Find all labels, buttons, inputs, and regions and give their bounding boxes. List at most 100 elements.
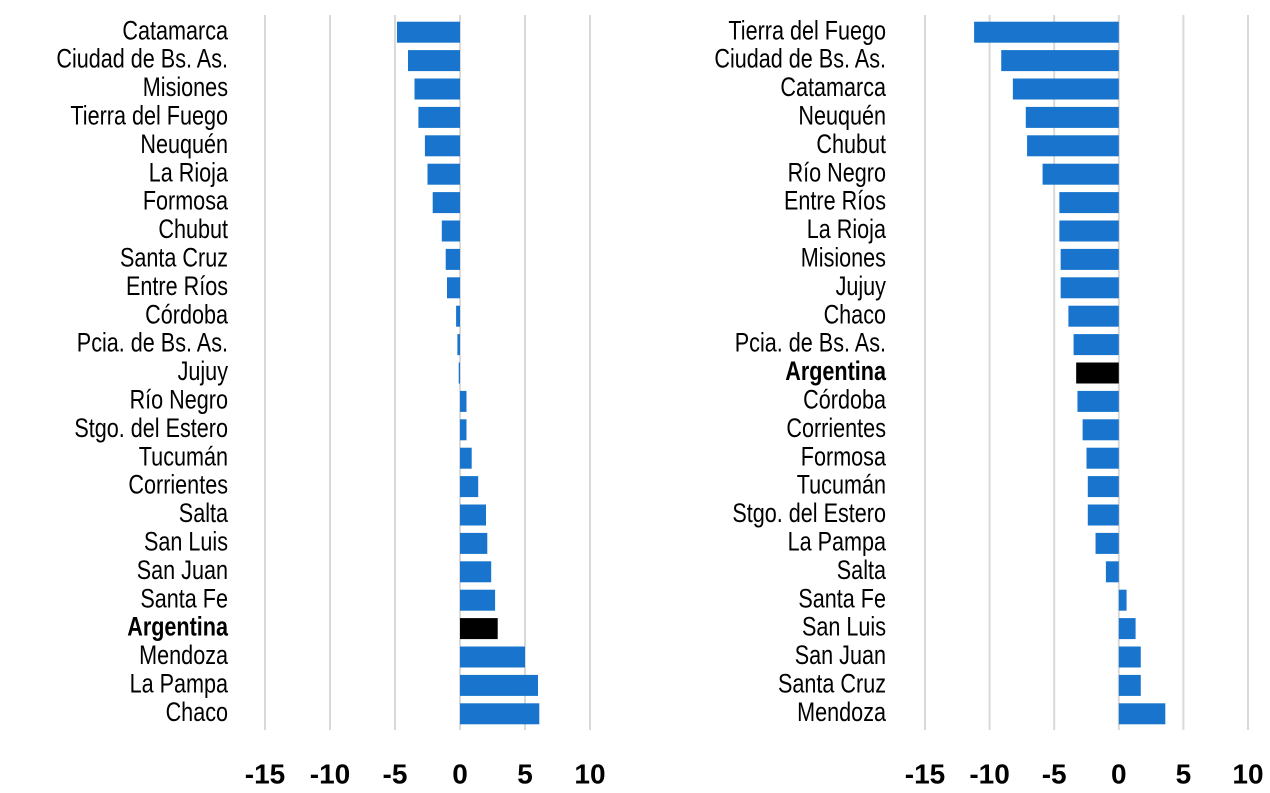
y-tick-label: Santa Cruz: [120, 243, 228, 273]
y-tick-label: Jujuy: [178, 357, 229, 387]
bar: [441, 220, 460, 242]
y-tick-label: Tierra del Fuego: [70, 101, 228, 131]
y-tick-label: Entre Ríos: [126, 272, 228, 302]
y-tick-label: Argentina: [127, 613, 228, 643]
y-tick-label: Tucumán: [797, 471, 886, 501]
bar: [1076, 362, 1119, 384]
x-tick-label: 5: [517, 758, 533, 789]
y-tick-label: La Rioja: [149, 158, 229, 188]
bar: [445, 248, 460, 270]
x-tick-label: -10: [310, 758, 350, 789]
y-tick-label: Neuquén: [798, 101, 886, 131]
y-tick-label: Tucumán: [139, 442, 228, 472]
y-tick-label: Catamarca: [122, 16, 228, 46]
y-tick-label: Santa Cruz: [778, 669, 886, 699]
bar: [1118, 646, 1141, 668]
y-tick-label: Argentina: [785, 357, 886, 387]
y-tick-label: Córdoba: [803, 385, 886, 415]
bar: [432, 192, 460, 214]
bar: [1027, 135, 1119, 157]
bar: [460, 589, 496, 611]
bar: [458, 362, 460, 384]
bar: [460, 447, 472, 469]
bar: [1060, 277, 1119, 299]
y-tick-label: Mendoza: [139, 641, 228, 671]
y-tick-label: San Luis: [144, 527, 228, 557]
x-tick-label: 10: [1232, 758, 1263, 789]
y-tick-label: Ciudad de Bs. As.: [56, 45, 228, 75]
bar: [460, 703, 540, 725]
y-tick-label: Chaco: [166, 698, 228, 728]
bar: [1059, 192, 1119, 214]
bar: [1086, 447, 1119, 469]
y-tick-label: Neuquén: [140, 130, 228, 160]
y-tick-label: San Juan: [795, 641, 886, 671]
bar: [1118, 589, 1127, 611]
y-tick-label: Misiones: [143, 73, 228, 103]
bar: [424, 135, 460, 157]
y-tick-label: La Rioja: [807, 215, 887, 245]
bar: [1118, 703, 1166, 725]
y-tick-label: La Pampa: [130, 669, 229, 699]
bar: [1118, 674, 1141, 696]
y-tick-label: Misiones: [801, 243, 886, 273]
bar: [427, 163, 460, 185]
bar: [414, 78, 460, 100]
x-tick-label: -5: [383, 758, 408, 789]
bar: [1105, 561, 1119, 583]
bar: [1095, 532, 1119, 554]
y-tick-label: Corrientes: [128, 471, 228, 501]
y-tick-label: Chaco: [824, 300, 886, 330]
bar: [460, 561, 492, 583]
y-tick-label: Salta: [837, 556, 887, 586]
y-tick-label: Santa Fe: [798, 584, 886, 614]
bar: [460, 504, 486, 526]
bar: [418, 106, 460, 128]
bar: [1087, 504, 1119, 526]
bar: [460, 674, 538, 696]
bar: [460, 618, 498, 640]
bar: [1073, 334, 1119, 356]
bar: [1060, 248, 1119, 270]
bar: [974, 21, 1119, 43]
bar: [1012, 78, 1119, 100]
y-tick-label: Pcia. de Bs. As.: [735, 329, 886, 359]
x-tick-label: 0: [452, 758, 468, 789]
x-tick-label: -5: [1042, 758, 1067, 789]
y-tick-label: Santa Fe: [140, 584, 228, 614]
y-tick-label: Jujuy: [836, 272, 887, 302]
bar: [396, 21, 460, 43]
y-tick-label: Catamarca: [780, 73, 886, 103]
bar: [447, 277, 460, 299]
y-tick-label: Chubut: [158, 215, 228, 245]
bar: [1068, 305, 1119, 327]
y-tick-label: Stgo. del Estero: [74, 414, 228, 444]
y-tick-label: Corrientes: [786, 414, 886, 444]
y-tick-label: Stgo. del Estero: [732, 499, 886, 529]
x-tick-label: 5: [1176, 758, 1192, 789]
x-tick-label: 0: [1111, 758, 1127, 789]
x-tick-label: -15: [245, 758, 285, 789]
y-tick-label: Entre Ríos: [784, 187, 886, 217]
bar: [1042, 163, 1119, 185]
bar: [460, 390, 467, 412]
y-tick-label: Río Negro: [788, 158, 886, 188]
bar: [457, 334, 460, 356]
y-tick-label: Formosa: [143, 187, 229, 217]
y-tick-label: La Pampa: [788, 527, 887, 557]
bar: [1087, 476, 1119, 498]
y-tick-label: Pcia. de Bs. As.: [77, 329, 228, 359]
x-tick-label: -10: [969, 758, 1009, 789]
bar: [456, 305, 460, 327]
bar: [1082, 419, 1119, 441]
y-tick-label: Córdoba: [145, 300, 228, 330]
bar: [460, 646, 525, 668]
y-tick-label: Chubut: [816, 130, 886, 160]
bar: [1118, 618, 1136, 640]
y-tick-label: San Luis: [802, 613, 886, 643]
y-tick-label: Ciudad de Bs. As.: [714, 45, 886, 75]
bar: [408, 50, 460, 72]
bar: [460, 419, 467, 441]
y-tick-label: Tierra del Fuego: [728, 16, 886, 46]
